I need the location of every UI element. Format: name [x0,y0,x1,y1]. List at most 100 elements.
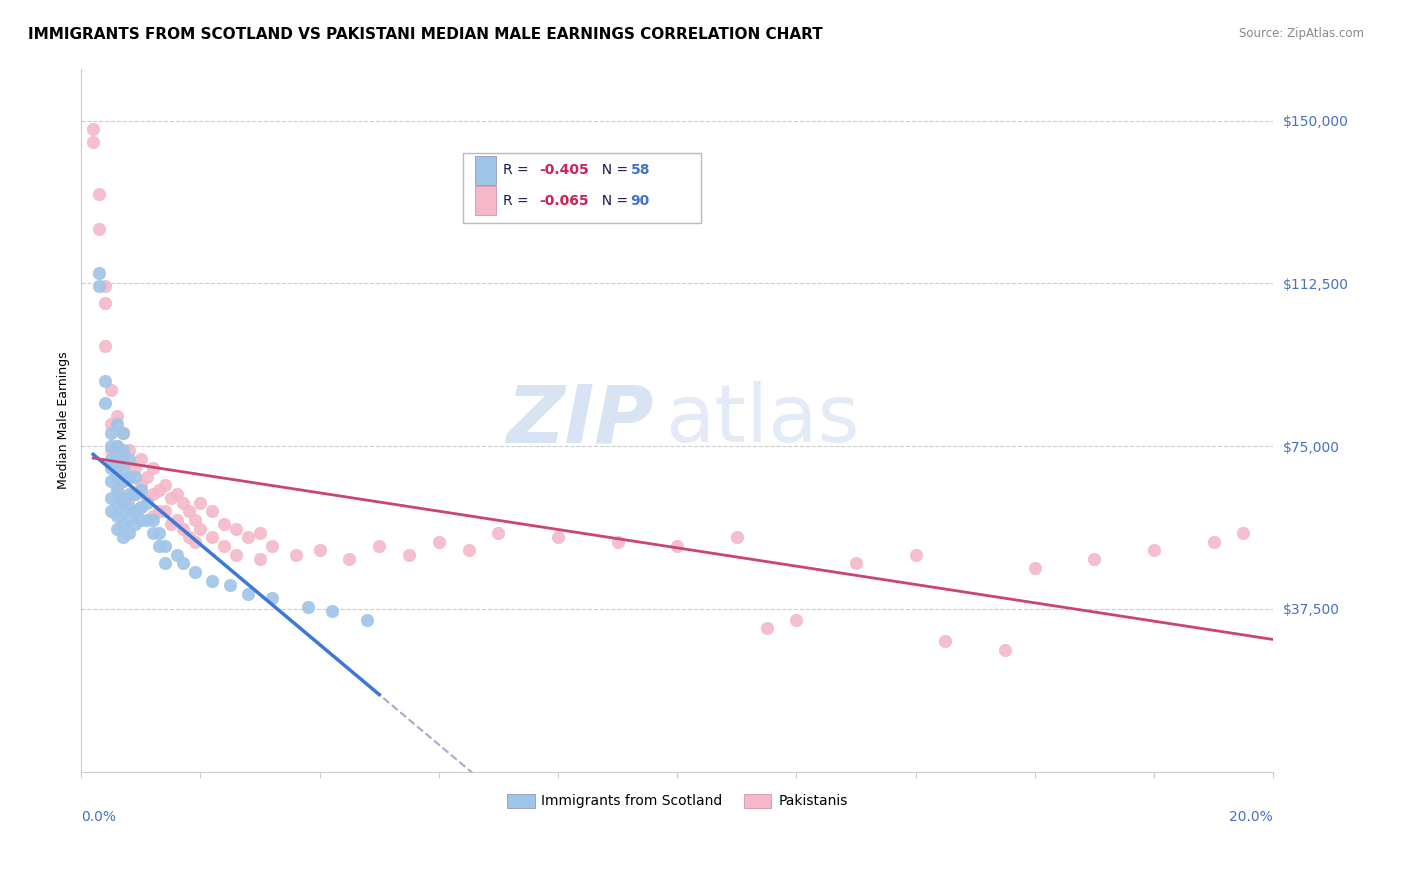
Point [1202,534,1225,549]
Point [135,495,157,509]
Point [356,613,378,627]
Point [308,543,330,558]
Point [105,522,128,536]
Point [94,339,117,353]
Point [105,452,128,467]
Point [368,539,391,553]
Point [118,469,141,483]
Point [148,539,170,553]
Point [111,443,134,458]
Point [606,534,628,549]
Point [111,517,134,532]
Point [934,634,956,648]
Text: 0.0%: 0.0% [82,810,117,824]
Point [124,487,146,501]
Point [82,122,104,136]
Point [124,504,146,518]
Point [994,643,1017,657]
Point [166,513,188,527]
Point [82,136,104,150]
Point [105,461,128,475]
Point [172,557,194,571]
Point [111,452,134,467]
Point [183,513,205,527]
Point [129,513,152,527]
Point [1083,552,1105,566]
Point [153,504,176,518]
Point [284,548,307,562]
Point [89,278,111,293]
Point [457,543,479,558]
Point [153,478,176,492]
Point [153,539,176,553]
Text: Source: ZipAtlas.com: Source: ZipAtlas.com [1239,27,1364,40]
Point [172,495,194,509]
Point [1143,543,1166,558]
Point [105,483,128,497]
Point [124,517,146,532]
Point [249,552,271,566]
Point [118,469,141,483]
Point [785,613,807,627]
Point [89,222,111,236]
Point [100,417,122,432]
Point [190,522,212,536]
Point [142,525,165,540]
Point [148,483,170,497]
Point [111,530,134,544]
Text: -0.405: -0.405 [538,163,589,178]
Point [100,504,122,518]
Point [547,530,569,544]
Point [725,530,748,544]
Point [124,487,146,501]
Point [398,548,420,562]
Text: R =: R = [503,194,533,208]
Point [148,525,170,540]
Point [100,452,122,467]
FancyBboxPatch shape [475,186,496,216]
Point [1232,525,1254,540]
Point [94,396,117,410]
FancyBboxPatch shape [463,153,702,223]
Point [339,552,361,566]
Text: -0.065: -0.065 [538,194,589,208]
Point [201,574,224,588]
Point [124,469,146,483]
Point [225,522,247,536]
Point [129,483,152,497]
Point [111,504,134,518]
Point [111,491,134,506]
Y-axis label: Median Male Earnings: Median Male Earnings [58,351,70,489]
Point [135,513,157,527]
Point [111,474,134,488]
Point [177,530,200,544]
Text: N =: N = [592,163,633,178]
Point [427,534,450,549]
Point [1024,560,1046,574]
Point [236,530,259,544]
Point [260,591,283,605]
Point [129,452,152,467]
Point [111,474,134,488]
Point [142,508,165,523]
Point [159,491,181,506]
Point [111,495,134,509]
Text: R =: R = [503,163,533,178]
Text: 20.0%: 20.0% [1229,810,1272,824]
Text: 58: 58 [631,163,650,178]
Point [153,557,176,571]
Point [172,522,194,536]
Point [124,461,146,475]
Point [124,504,146,518]
Point [214,539,236,553]
Point [183,565,205,579]
Text: 90: 90 [631,194,650,208]
Point [89,266,111,280]
FancyBboxPatch shape [475,156,496,186]
Point [105,508,128,523]
Point [755,622,778,636]
Point [159,517,181,532]
Point [100,474,122,488]
Point [214,517,236,532]
Point [201,530,224,544]
